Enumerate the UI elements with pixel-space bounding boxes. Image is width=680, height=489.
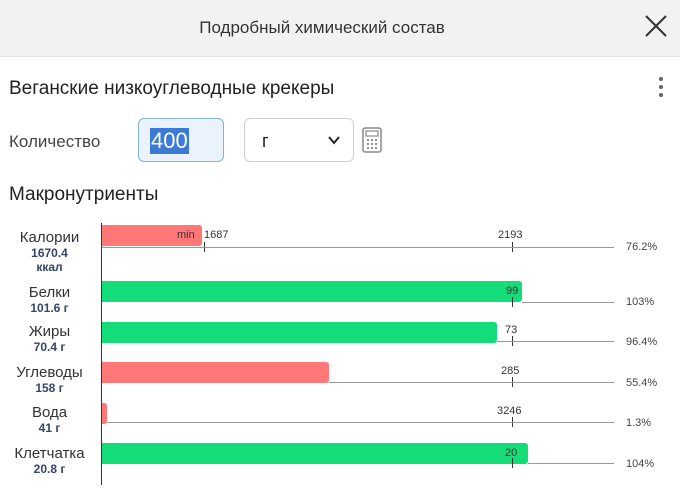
- macro-name: Жиры: [28, 323, 71, 340]
- row-line: [522, 302, 614, 303]
- macro-row-carbs: Углеводы 158 г: [0, 365, 680, 405]
- row-line: [528, 463, 614, 464]
- macros-title: Макронутриенты: [9, 184, 159, 205]
- quantity-value: 400: [150, 128, 189, 154]
- row-line: [102, 247, 614, 248]
- dialog-header: Подробный химический состав: [0, 0, 680, 57]
- macro-bar-water: [102, 403, 107, 424]
- macro-amount: 101.6 г: [30, 301, 69, 315]
- macro-percent: 1.3%: [626, 417, 652, 429]
- row-line: [107, 422, 614, 423]
- macro-amount: 158 г: [35, 381, 64, 395]
- macro-percent: 96.4%: [626, 336, 658, 348]
- min-label: min: [177, 229, 195, 241]
- macro-bar-calories: [102, 225, 202, 246]
- target-value: 285: [501, 365, 520, 377]
- target-value: 2193: [498, 229, 523, 241]
- macro-row-fat: Жиры 70.4 г: [0, 324, 680, 364]
- macro-percent: 76.2%: [626, 241, 658, 253]
- dialog-title: Подробный химический состав: [199, 18, 445, 37]
- target-value: 73: [505, 324, 518, 336]
- macro-amount: 1670.4 ккал: [31, 246, 68, 274]
- macro-name: Вода: [31, 404, 68, 421]
- macro-row-calories: Калории 1670.4 ккал: [0, 229, 680, 275]
- macro-bar-fiber: [102, 443, 528, 464]
- macro-percent: 104%: [626, 458, 655, 470]
- unit-value: г: [262, 131, 269, 151]
- chart-axis: [101, 223, 102, 485]
- quantity-label: Количество: [9, 132, 101, 151]
- macro-bar-protein: [102, 281, 522, 302]
- target-tick: [512, 458, 513, 468]
- macro-bar-carbs: [102, 362, 329, 383]
- product-name: Веганские низкоуглеводные крекеры: [9, 78, 335, 99]
- macro-name: Клетчатка: [14, 445, 85, 462]
- close-icon[interactable]: [642, 12, 670, 40]
- row-line: [329, 382, 614, 383]
- macro-amount: 41 г: [38, 421, 61, 435]
- target-value: 99: [506, 285, 519, 297]
- target-value: 20: [505, 447, 518, 459]
- target-tick: [512, 297, 513, 307]
- macro-percent: 55.4%: [626, 377, 658, 389]
- target-value: 3246: [497, 405, 522, 417]
- chevron-down-icon: [328, 136, 340, 145]
- more-vertical-icon[interactable]: [652, 75, 670, 99]
- quantity-input[interactable]: 400: [138, 118, 224, 162]
- macro-row-protein: Белки 101.6 г: [0, 285, 680, 325]
- macro-amount: 20.8 г: [33, 462, 66, 476]
- macro-name: Углеводы: [16, 364, 83, 381]
- macro-row-water: Вода 41 г: [0, 405, 680, 445]
- macro-row-fiber: Клетчатка 20.8 г: [0, 446, 680, 486]
- macro-name: Калории: [19, 229, 80, 246]
- dialog-content: Веганские низкоуглеводные крекеры Количе…: [0, 57, 680, 489]
- macro-bar-fat: [102, 322, 497, 343]
- min-value: 1687: [204, 229, 229, 241]
- macro-percent: 103%: [626, 296, 655, 308]
- unit-select[interactable]: г: [244, 118, 354, 162]
- row-line: [497, 341, 614, 342]
- calculator-icon[interactable]: [362, 127, 382, 153]
- macro-name: Белки: [28, 284, 71, 301]
- macro-amount: 70.4 г: [33, 340, 66, 354]
